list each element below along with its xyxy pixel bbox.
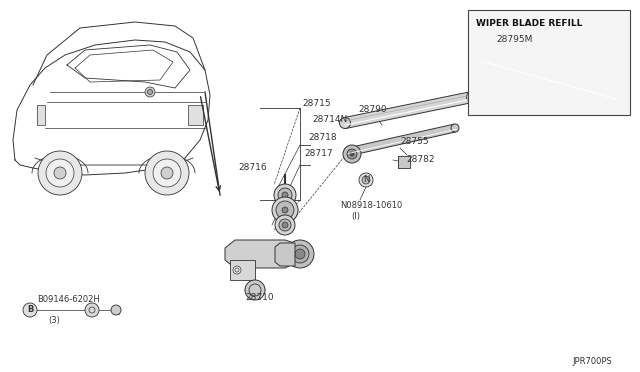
- Text: 28755: 28755: [400, 138, 429, 147]
- Circle shape: [286, 240, 314, 268]
- Circle shape: [451, 124, 459, 132]
- Circle shape: [279, 219, 291, 231]
- Polygon shape: [188, 105, 203, 125]
- Circle shape: [85, 303, 99, 317]
- Circle shape: [153, 159, 181, 187]
- Circle shape: [38, 151, 82, 195]
- Text: JPR700PS: JPR700PS: [572, 357, 612, 366]
- Polygon shape: [37, 105, 45, 125]
- Polygon shape: [347, 124, 456, 156]
- Text: N08918-10610: N08918-10610: [340, 202, 403, 211]
- Circle shape: [54, 167, 66, 179]
- Text: 28795M: 28795M: [496, 35, 532, 45]
- Circle shape: [359, 173, 373, 187]
- Bar: [468, 10, 630, 115]
- Circle shape: [347, 149, 357, 159]
- Text: 28714N: 28714N: [312, 115, 348, 125]
- Circle shape: [147, 90, 152, 94]
- Circle shape: [467, 92, 477, 103]
- Circle shape: [339, 118, 351, 128]
- Text: (3): (3): [48, 315, 60, 324]
- Circle shape: [276, 201, 294, 219]
- Circle shape: [145, 87, 155, 97]
- Circle shape: [46, 159, 74, 187]
- Polygon shape: [482, 56, 619, 102]
- Circle shape: [291, 245, 309, 263]
- Polygon shape: [225, 240, 300, 268]
- Text: (I): (I): [351, 212, 360, 221]
- Circle shape: [614, 94, 622, 102]
- Circle shape: [344, 148, 352, 156]
- Circle shape: [362, 176, 370, 184]
- Circle shape: [282, 207, 288, 213]
- Circle shape: [479, 56, 487, 64]
- Circle shape: [282, 222, 288, 228]
- Polygon shape: [275, 243, 295, 266]
- Circle shape: [278, 188, 292, 202]
- Circle shape: [161, 167, 173, 179]
- Circle shape: [272, 197, 298, 223]
- Text: WIPER BLADE REFILL: WIPER BLADE REFILL: [476, 19, 582, 29]
- Text: N: N: [363, 176, 369, 185]
- Text: 28782: 28782: [406, 155, 435, 164]
- Circle shape: [274, 184, 296, 206]
- Circle shape: [233, 266, 241, 274]
- Polygon shape: [398, 156, 410, 168]
- Circle shape: [145, 151, 189, 195]
- Polygon shape: [344, 92, 473, 128]
- Circle shape: [343, 145, 361, 163]
- Circle shape: [275, 215, 295, 235]
- Text: 28717: 28717: [304, 148, 333, 157]
- Circle shape: [282, 192, 288, 198]
- Text: 28716: 28716: [238, 163, 267, 171]
- Text: 28710: 28710: [245, 294, 274, 302]
- Text: 28790: 28790: [358, 106, 387, 115]
- Circle shape: [295, 249, 305, 259]
- Circle shape: [350, 152, 354, 156]
- Text: B09146-6202H: B09146-6202H: [37, 295, 100, 305]
- Circle shape: [111, 305, 121, 315]
- Text: B: B: [27, 305, 33, 314]
- Circle shape: [23, 303, 37, 317]
- Circle shape: [245, 280, 265, 300]
- Text: 28715: 28715: [302, 99, 331, 109]
- Text: 28718: 28718: [308, 132, 337, 141]
- Polygon shape: [230, 260, 255, 280]
